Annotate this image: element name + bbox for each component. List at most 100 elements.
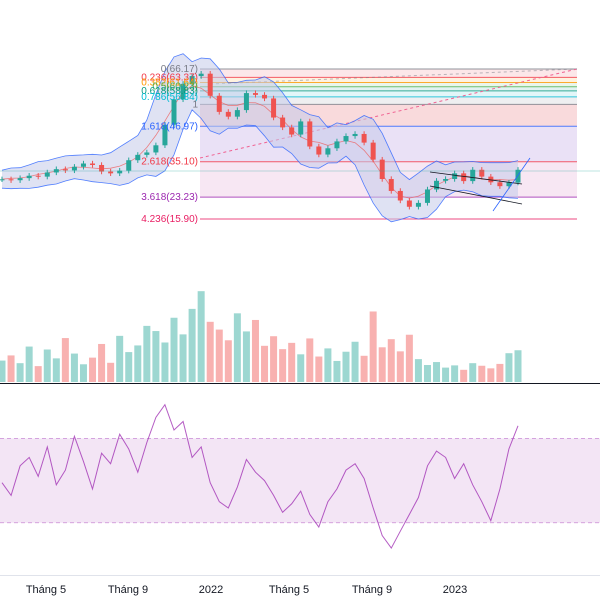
volume-bar[interactable] [478, 365, 486, 382]
volume-bar[interactable] [514, 350, 522, 382]
volume-bar[interactable] [179, 334, 187, 382]
candle-body[interactable] [126, 160, 132, 171]
candle-body[interactable] [8, 179, 14, 181]
candle-body[interactable] [234, 110, 240, 117]
volume-bar[interactable] [0, 360, 6, 382]
candle-body[interactable] [117, 170, 123, 174]
candle-body[interactable] [406, 200, 412, 207]
volume-bar[interactable] [161, 342, 169, 382]
volume-bar[interactable] [288, 342, 296, 382]
volume-bar[interactable] [98, 343, 106, 382]
candle-body[interactable] [488, 176, 494, 183]
candle-body[interactable] [162, 124, 168, 146]
candle-body[interactable] [153, 145, 159, 153]
candle-body[interactable] [388, 179, 394, 191]
volume-bar[interactable] [396, 351, 404, 382]
candle-body[interactable] [0, 179, 5, 181]
trend-line[interactable] [429, 185, 523, 205]
volume-bar[interactable] [43, 349, 51, 382]
candle-body[interactable] [108, 171, 114, 174]
volume-bar[interactable] [405, 334, 413, 382]
candle-body[interactable] [415, 202, 421, 207]
candle-body[interactable] [434, 180, 440, 190]
candle-body[interactable] [397, 190, 403, 201]
volume-bar[interactable] [351, 341, 359, 382]
candle-body[interactable] [198, 73, 204, 77]
volume-bar[interactable] [433, 362, 441, 382]
candle-body[interactable] [90, 163, 96, 165]
volume-bar[interactable] [134, 345, 142, 382]
candle-body[interactable] [225, 111, 231, 117]
volume-bar[interactable] [188, 308, 196, 382]
candle-body[interactable] [334, 141, 340, 149]
volume-bar[interactable] [387, 339, 395, 382]
volume-bar[interactable] [451, 365, 459, 382]
bollinger-upper-line[interactable] [1, 53, 519, 181]
volume-bar[interactable] [251, 319, 259, 382]
candle-body[interactable] [307, 121, 313, 147]
candle-body[interactable] [515, 169, 521, 183]
fib-trend-line[interactable] [199, 68, 578, 159]
candle-body[interactable] [361, 133, 367, 143]
bollinger-lower-line[interactable] [1, 109, 519, 223]
candle-body[interactable] [298, 121, 304, 135]
candle-body[interactable] [289, 127, 295, 135]
volume-bar[interactable] [170, 317, 178, 382]
trend-line[interactable] [492, 157, 531, 212]
candle-body[interactable] [207, 73, 213, 96]
candle-body[interactable] [144, 152, 150, 155]
rsi-line[interactable] [1, 403, 519, 550]
volume-bar[interactable] [333, 360, 341, 382]
candle-body[interactable] [325, 148, 331, 155]
volume-bar[interactable] [25, 346, 33, 382]
candle-body[interactable] [497, 182, 503, 187]
volume-bar[interactable] [460, 369, 468, 382]
volume-bar[interactable] [423, 365, 431, 382]
candle-body[interactable] [479, 169, 485, 177]
volume-bar[interactable] [116, 335, 124, 382]
volume-bar[interactable] [224, 340, 232, 382]
volume-bar[interactable] [7, 355, 15, 382]
volume-bar[interactable] [279, 349, 287, 382]
volume-bar[interactable] [215, 329, 223, 382]
volume-bar[interactable] [89, 357, 97, 382]
candle-body[interactable] [189, 76, 195, 84]
candle-body[interactable] [135, 154, 141, 161]
volume-bar[interactable] [360, 355, 368, 382]
volume-bar[interactable] [442, 367, 450, 382]
candle-body[interactable] [62, 169, 68, 171]
rsi-panel[interactable] [0, 403, 600, 550]
candle-body[interactable] [280, 117, 286, 128]
volume-bar[interactable] [70, 353, 78, 382]
candle-body[interactable] [370, 142, 376, 160]
candle-body[interactable] [171, 99, 177, 125]
volume-bar[interactable] [324, 348, 332, 382]
volume-bar[interactable] [342, 351, 350, 382]
volume-bar[interactable] [242, 331, 250, 382]
bollinger-basis-line[interactable] [1, 85, 519, 199]
candle-body[interactable] [44, 172, 50, 177]
candle-body[interactable] [262, 94, 268, 99]
volume-bar[interactable] [496, 363, 504, 382]
candle-body[interactable] [452, 173, 458, 180]
candle-body[interactable] [443, 179, 449, 181]
volume-bar[interactable] [143, 325, 151, 382]
candle-body[interactable] [17, 178, 23, 181]
candle-body[interactable] [379, 159, 385, 180]
volume-bar[interactable] [233, 313, 241, 382]
volume-bar[interactable] [197, 291, 205, 382]
candle-body[interactable] [352, 133, 358, 137]
volume-bar[interactable] [315, 356, 323, 382]
candle-body[interactable] [271, 98, 277, 118]
volume-bar[interactable] [79, 364, 87, 382]
candle-body[interactable] [26, 175, 32, 179]
candle-body[interactable] [424, 189, 430, 203]
volume-bar[interactable] [261, 345, 269, 382]
candle-body[interactable] [316, 146, 322, 155]
volume-bar[interactable] [378, 347, 386, 382]
volume-panel[interactable] [0, 291, 522, 382]
volume-bar[interactable] [52, 358, 60, 382]
candle-body[interactable] [216, 95, 222, 112]
candle-body[interactable] [80, 163, 86, 167]
